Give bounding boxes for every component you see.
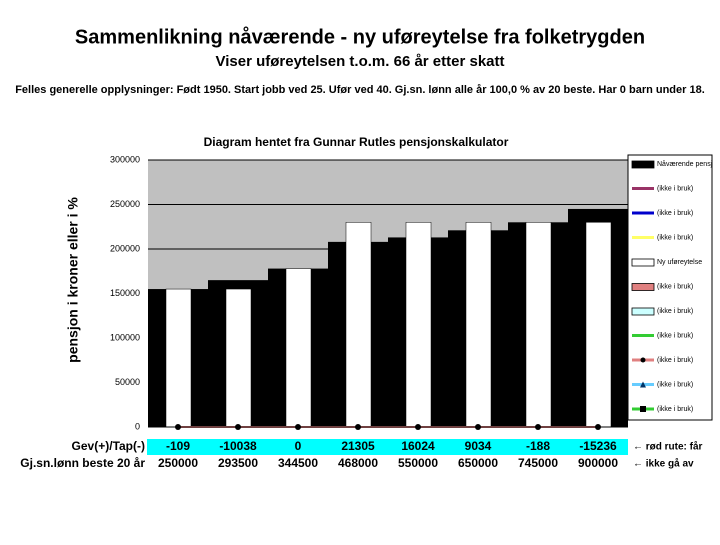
row-value: 745000 [518,456,558,470]
y-tick-label: 150000 [110,288,140,298]
legend-marker [640,406,646,412]
row-value: -15236 [579,439,617,453]
info-box: Felles generelle opplysninger: Født 1950… [15,84,705,96]
row-value: 21305 [341,439,375,453]
y-tick-label: 200000 [110,243,140,253]
title: Sammenlikning nåværende - ny uføreytelse… [75,25,645,48]
y-tick-label: 50000 [115,377,140,387]
row-value: 9034 [465,439,492,453]
legend-label: (ikke i bruk) [657,308,693,315]
legend-marker [640,357,646,363]
legend-label: (ikke i bruk) [657,234,693,241]
legend-swatch [631,307,655,316]
row-label: Gev(+)/Tap(-) [72,439,145,453]
legend-marker [640,381,646,388]
legend-label: (ikke i bruk) [657,332,693,339]
bar [465,222,492,428]
legend-label: (ikke i bruk) [657,283,693,290]
bar [285,268,312,428]
y-tick-label: 100000 [110,332,140,342]
bar [525,222,552,428]
legend-label: (ikke i bruk) [657,406,693,413]
bar [165,288,192,428]
row-value: -109 [166,439,190,453]
row-value: -188 [526,439,550,453]
y-tick-label: 300000 [110,154,140,164]
row-note: ← ikke gå av [633,458,694,470]
legend-label: (ikke i bruk) [657,185,693,192]
legend-label: Ny uføreytelse [657,259,702,266]
subtitle: Viser uføreytelsen t.o.m. 66 år etter sk… [215,53,504,70]
row-note: ← rød rute: får [633,441,703,453]
row-label: Gj.sn.lønn beste 20 år [20,456,145,470]
y-tick-label: 250000 [110,199,140,209]
row-value: 293500 [218,456,258,470]
legend-label: (ikke i bruk) [657,381,693,388]
info: Felles generelle opplysninger: Født 1950… [15,84,705,96]
row-value: 16024 [401,439,435,453]
legend-swatch [631,160,655,169]
row-value: 250000 [158,456,198,470]
row-value: 650000 [458,456,498,470]
y-tick-label: 0 [135,421,140,431]
row-value: 550000 [398,456,438,470]
legend-label: (ikke i bruk) [657,357,693,364]
y-label: pensjon i kroner eller i % [65,197,81,363]
row-value: 344500 [278,456,318,470]
bar [405,222,432,428]
bar [225,288,252,428]
row-value: -10038 [219,439,257,453]
legend-label: (ikke i bruk) [657,210,693,217]
chart-title: Diagram hentet fra Gunnar Rutles pensjon… [204,135,509,149]
legend-swatch [631,258,655,267]
bar [345,222,372,428]
row-value: 0 [295,439,302,453]
gain-row-bg [147,439,628,455]
legend-swatch [631,283,655,291]
legend-label: Nåværende pensj [657,160,713,168]
row-value: 900000 [578,456,618,470]
row-value: 468000 [338,456,378,470]
bar [585,222,612,428]
